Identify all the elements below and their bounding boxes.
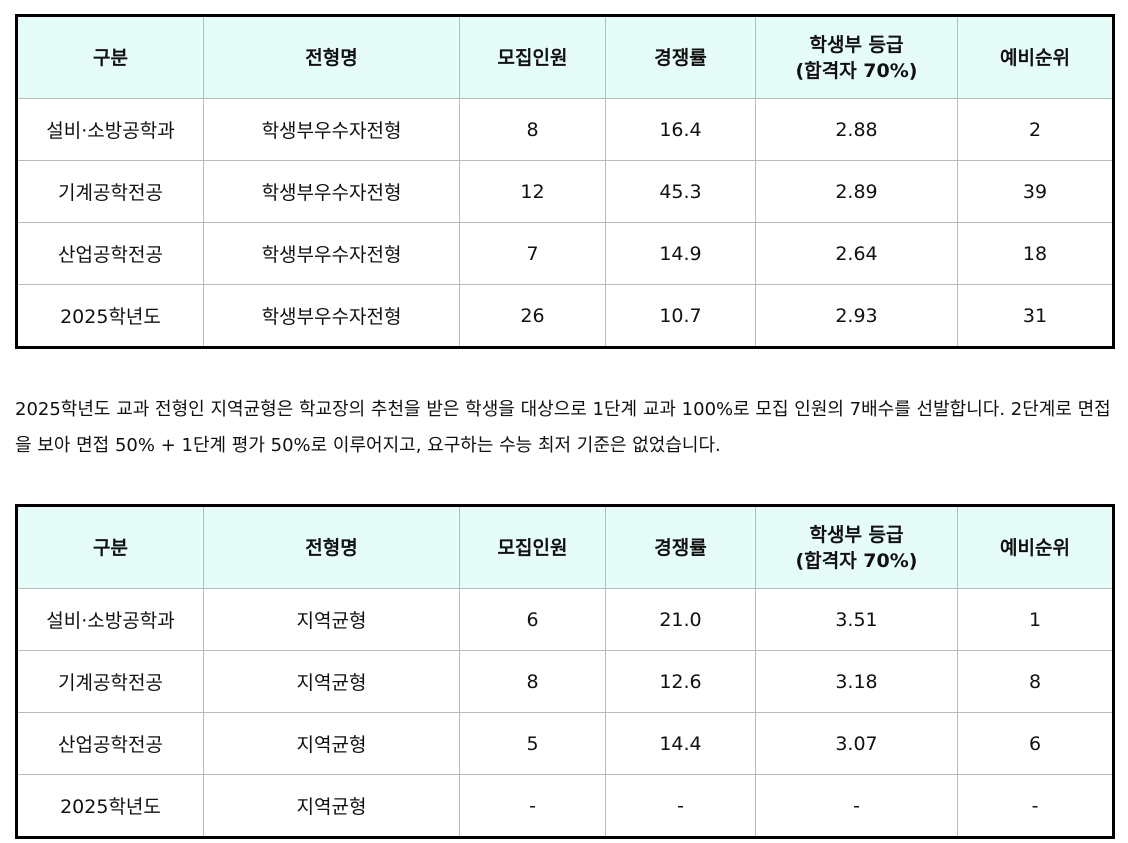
cell-competition-rate: 21.0 (605, 588, 756, 651)
table-row: 2025학년도 지역균형 - - - - (16, 774, 1114, 838)
cell-waitlist-rank: 6 (957, 712, 1114, 775)
cell-admission-type: 학생부우수자전형 (203, 160, 460, 223)
header-waitlist-rank: 예비순위 (957, 505, 1114, 589)
table-row: 산업공학전공 지역균형 5 14.4 3.07 6 (16, 712, 1114, 775)
cell-grade: 2.89 (755, 160, 958, 223)
header-row: 구분 전형명 모집인원 경쟁률 학생부 등급 (합격자 70%) 예비순위 (16, 505, 1114, 589)
header-admission-type: 전형명 (203, 505, 460, 589)
cell-admission-type: 지역균형 (203, 588, 460, 651)
cell-category: 2025학년도 (16, 774, 204, 838)
cell-quota: 26 (459, 284, 606, 348)
cell-grade: 3.07 (755, 712, 958, 775)
cell-competition-rate: 16.4 (605, 98, 756, 161)
table-row: 설비·소방공학과 학생부우수자전형 8 16.4 2.88 2 (16, 98, 1114, 161)
header-category: 구분 (16, 15, 204, 99)
cell-grade: 3.18 (755, 650, 958, 713)
cell-quota: 7 (459, 222, 606, 285)
cell-waitlist-rank: 31 (957, 284, 1114, 348)
cell-category: 기계공학전공 (16, 160, 204, 223)
cell-admission-type: 학생부우수자전형 (203, 98, 460, 161)
cell-waitlist-rank: 1 (957, 588, 1114, 651)
cell-waitlist-rank: 18 (957, 222, 1114, 285)
cell-competition-rate: 12.6 (605, 650, 756, 713)
cell-waitlist-rank: 39 (957, 160, 1114, 223)
header-waitlist-rank: 예비순위 (957, 15, 1114, 99)
cell-category: 2025학년도 (16, 284, 204, 348)
cell-competition-rate: 14.4 (605, 712, 756, 775)
header-competition-rate: 경쟁률 (605, 15, 756, 99)
cell-category: 산업공학전공 (16, 222, 204, 285)
cell-category: 기계공학전공 (16, 650, 204, 713)
cell-quota: 6 (459, 588, 606, 651)
cell-category: 설비·소방공학과 (16, 98, 204, 161)
description-paragraph: 2025학년도 교과 전형인 지역균형은 학교장의 추천을 받은 학생을 대상으… (15, 399, 1111, 456)
header-grade: 학생부 등급 (합격자 70%) (755, 15, 958, 99)
header-grade: 학생부 등급 (합격자 70%) (755, 505, 958, 589)
cell-category: 설비·소방공학과 (16, 588, 204, 651)
cell-admission-type: 학생부우수자전형 (203, 222, 460, 285)
cell-grade: - (755, 774, 958, 838)
header-competition-rate: 경쟁률 (605, 505, 756, 589)
cell-waitlist-rank: - (957, 774, 1114, 838)
admission-table-student-record: 구분 전형명 모집인원 경쟁률 학생부 등급 (합격자 70%) 예비순위 설비·소방공학… (15, 14, 1115, 349)
header-row: 구분 전형명 모집인원 경쟁률 학생부 등급 (합격자 70%) 예비순위 (16, 15, 1114, 99)
cell-quota: 12 (459, 160, 606, 223)
cell-quota: - (459, 774, 606, 838)
table-row: 2025학년도 학생부우수자전형 26 10.7 2.93 31 (16, 284, 1114, 348)
cell-category: 산업공학전공 (16, 712, 204, 775)
cell-grade: 2.93 (755, 284, 958, 348)
cell-quota: 8 (459, 98, 606, 161)
cell-competition-rate: - (605, 774, 756, 838)
cell-grade: 2.64 (755, 222, 958, 285)
cell-competition-rate: 45.3 (605, 160, 756, 223)
cell-admission-type: 지역균형 (203, 650, 460, 713)
cell-admission-type: 학생부우수자전형 (203, 284, 460, 348)
cell-admission-type: 지역균형 (203, 774, 460, 838)
cell-quota: 8 (459, 650, 606, 713)
table-row: 기계공학전공 학생부우수자전형 12 45.3 2.89 39 (16, 160, 1114, 223)
cell-competition-rate: 10.7 (605, 284, 756, 348)
header-admission-type: 전형명 (203, 15, 460, 99)
table-row: 산업공학전공 학생부우수자전형 7 14.9 2.64 18 (16, 222, 1114, 285)
header-quota: 모집인원 (459, 15, 606, 99)
cell-waitlist-rank: 2 (957, 98, 1114, 161)
cell-quota: 5 (459, 712, 606, 775)
table-row: 기계공학전공 지역균형 8 12.6 3.18 8 (16, 650, 1114, 713)
cell-grade: 2.88 (755, 98, 958, 161)
cell-grade: 3.51 (755, 588, 958, 651)
admission-table-regional-balance: 구분 전형명 모집인원 경쟁률 학생부 등급 (합격자 70%) 예비순위 설비·소방공학… (15, 504, 1115, 839)
cell-waitlist-rank: 8 (957, 650, 1114, 713)
header-quota: 모집인원 (459, 505, 606, 589)
cell-competition-rate: 14.9 (605, 222, 756, 285)
table-row: 설비·소방공학과 지역균형 6 21.0 3.51 1 (16, 588, 1114, 651)
cell-admission-type: 지역균형 (203, 712, 460, 775)
header-category: 구분 (16, 505, 204, 589)
